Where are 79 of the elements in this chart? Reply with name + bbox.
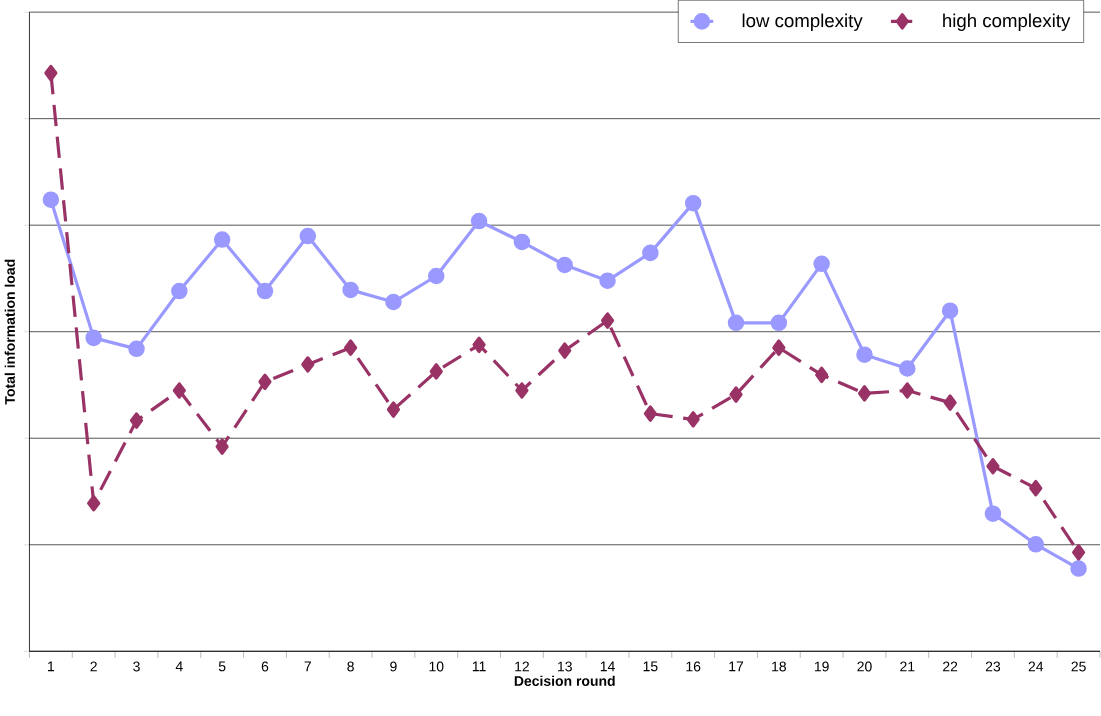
point (429, 363, 443, 380)
x-tick-label: 16 (686, 661, 701, 672)
point (385, 293, 402, 311)
x-tick-label: 11 (472, 661, 486, 672)
point (301, 356, 315, 373)
point (256, 282, 274, 300)
y-axis-title: Total information load (4, 259, 15, 405)
x-tick-label: 17 (729, 661, 744, 672)
point (643, 405, 657, 422)
point (813, 255, 830, 273)
x-tick-label: 21 (900, 661, 915, 672)
point (299, 227, 317, 245)
point (342, 281, 359, 299)
x-tick-label: 2 (90, 661, 97, 672)
point (213, 231, 231, 248)
point (599, 272, 616, 289)
point (856, 346, 873, 363)
point (899, 360, 916, 377)
point (1070, 560, 1087, 577)
point (472, 336, 486, 353)
x-tick-label: 12 (515, 661, 529, 672)
x-tick-label: 22 (943, 661, 958, 672)
x-tick-label: 1 (48, 661, 55, 672)
x-tick-label: 3 (133, 661, 140, 672)
point (1029, 479, 1043, 497)
point (470, 212, 488, 230)
point (857, 385, 872, 402)
point (556, 256, 573, 274)
point (943, 394, 957, 411)
x-tick-label: 18 (772, 661, 786, 672)
x-tick-label: 5 (218, 661, 226, 672)
point (172, 382, 186, 399)
x-tick-label: 19 (814, 661, 829, 672)
x-tick-label: 4 (175, 661, 183, 672)
point (258, 373, 272, 390)
x-tick-label: 6 (261, 661, 269, 672)
x-tick-label: 9 (390, 661, 397, 672)
point (42, 191, 60, 208)
point (770, 314, 788, 332)
point (686, 411, 700, 428)
point (513, 233, 531, 251)
x-tick-label: 23 (985, 661, 1001, 672)
legend-label: high complexity (943, 13, 1071, 31)
point (984, 505, 1002, 522)
x-tick-label: 8 (347, 661, 354, 672)
point (129, 412, 144, 429)
x-tick-label: 24 (1028, 661, 1044, 672)
point (772, 339, 786, 356)
x-tick-label: 14 (600, 661, 615, 672)
point (986, 457, 1000, 475)
point (85, 329, 102, 347)
point (642, 244, 659, 262)
point (44, 64, 58, 82)
point (900, 382, 914, 399)
x-tick-label: 15 (643, 661, 658, 672)
point (386, 401, 401, 418)
x-tick-label: 20 (857, 661, 872, 672)
x-tick-label: 13 (558, 661, 572, 672)
point (684, 194, 702, 212)
point (1027, 535, 1045, 553)
legend-label: low complexity (742, 13, 863, 31)
point (600, 312, 615, 329)
x-tick-label: 10 (429, 661, 444, 672)
point (515, 382, 529, 399)
x-tick-label: 25 (1071, 661, 1086, 672)
point (727, 314, 745, 332)
x-axis-title: Decision round (514, 675, 615, 686)
point (558, 342, 572, 359)
point (215, 438, 229, 455)
point (128, 340, 145, 358)
point (815, 366, 829, 384)
point (171, 282, 188, 300)
point (1072, 544, 1086, 561)
point (87, 494, 101, 512)
point (941, 302, 959, 319)
point (729, 386, 743, 403)
point (344, 339, 358, 356)
point (428, 267, 445, 285)
x-tick-label: 7 (304, 661, 311, 672)
